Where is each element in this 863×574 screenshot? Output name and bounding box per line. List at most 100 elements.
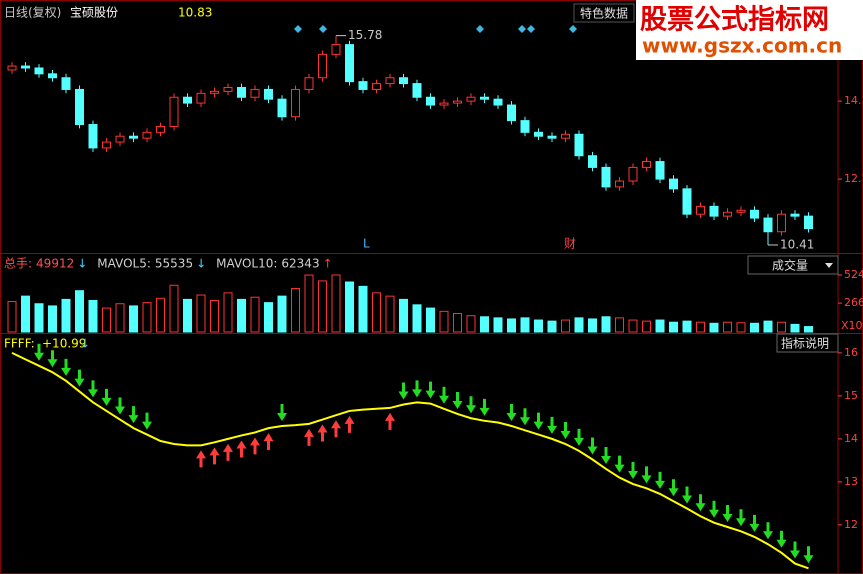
- candle-body: [709, 205, 719, 217]
- volume-unit: X100: [841, 319, 863, 332]
- price: 10.83: [178, 6, 212, 20]
- candle-body: [601, 166, 611, 188]
- candle-body: [412, 83, 422, 98]
- y-tick-label: 13: [844, 475, 858, 488]
- candle-body: [250, 88, 260, 98]
- sell-arrow: [479, 398, 490, 416]
- volume-bar: [210, 299, 219, 333]
- volume-bar: [790, 323, 800, 333]
- buy-arrow: [344, 415, 355, 433]
- volume-bar: [682, 320, 692, 333]
- candle-body: [115, 135, 125, 143]
- sell-arrow: [776, 530, 787, 548]
- indicator-help-label[interactable]: 指标说明: [781, 336, 829, 351]
- legend-label: MAVOL5:: [97, 257, 151, 271]
- candle-body: [453, 100, 462, 104]
- candle-body: [48, 73, 57, 79]
- indicator-arrow: ↓: [80, 337, 90, 351]
- legend-value: 49912: [36, 257, 74, 271]
- sell-arrow: [695, 494, 706, 512]
- sell-arrow: [128, 406, 139, 424]
- volume-bar: [399, 298, 408, 333]
- sell-arrow: [763, 522, 773, 540]
- sell-arrow: [601, 446, 611, 464]
- volume-bar: [628, 319, 638, 333]
- candle-body: [7, 65, 17, 71]
- volume-bar: [736, 322, 746, 333]
- event-icon[interactable]: [527, 25, 535, 33]
- buy-arrow: [331, 420, 341, 438]
- event-icon[interactable]: [319, 25, 327, 33]
- volume-bar: [345, 281, 354, 333]
- sell-arrow: [682, 486, 692, 504]
- y-tick-label: 16: [844, 346, 858, 359]
- legend-arrow: ↓: [196, 257, 206, 271]
- sell-arrow: [736, 509, 746, 527]
- candle-body: [264, 88, 273, 100]
- candle-body: [561, 133, 570, 139]
- marker[interactable]: 财: [564, 237, 576, 251]
- indicator-help-button[interactable]: [776, 333, 839, 353]
- sell-arrow: [74, 369, 85, 387]
- candle-body: [61, 77, 71, 90]
- sell-arrow: [547, 416, 557, 434]
- feature-button[interactable]: [573, 3, 635, 23]
- sell-arrow: [803, 546, 814, 564]
- indicator-menu-label[interactable]: 成交量: [772, 258, 808, 273]
- sell-arrow: [452, 391, 463, 409]
- low-annotation: 10.41: [780, 237, 814, 251]
- candle-body: [655, 161, 665, 180]
- volume-bar: [385, 295, 395, 333]
- volume-bar: [34, 303, 44, 333]
- dropdown-icon[interactable]: [825, 263, 833, 268]
- candle-body: [318, 53, 327, 79]
- candle-body: [777, 213, 786, 233]
- volume-bar: [480, 316, 489, 333]
- feature-label[interactable]: 特色数据: [580, 6, 628, 21]
- volume-bar: [223, 292, 233, 333]
- event-icon[interactable]: [294, 25, 302, 33]
- event-icon[interactable]: [518, 25, 526, 33]
- volume-bar: [642, 320, 651, 333]
- event-icon[interactable]: [476, 25, 484, 33]
- buy-arrow: [223, 443, 233, 461]
- volume-bar: [250, 296, 260, 333]
- marker[interactable]: L: [363, 237, 370, 251]
- candle-body: [34, 67, 44, 75]
- volume-bar: [318, 280, 327, 333]
- sell-arrow: [277, 403, 287, 421]
- volume-bar: [777, 321, 786, 333]
- volume-bar: [561, 319, 570, 333]
- volume-bar: [75, 290, 84, 333]
- buy-arrow: [385, 412, 395, 430]
- volume-bar: [588, 318, 597, 333]
- candle-body: [466, 96, 476, 102]
- volume-bar: [48, 305, 57, 333]
- sell-arrow: [142, 412, 152, 430]
- sell-arrow: [466, 396, 476, 414]
- indicator-menu[interactable]: [747, 255, 839, 275]
- volume-bar: [534, 319, 543, 333]
- volume-bar: [615, 317, 624, 333]
- sell-arrow: [88, 380, 98, 398]
- candle-body: [507, 104, 516, 122]
- candle-body: [21, 65, 30, 69]
- candle-body: [682, 188, 692, 215]
- sell-arrow: [520, 408, 530, 426]
- volume-bar: [750, 322, 759, 333]
- volume-bar: [804, 326, 813, 333]
- volume-bar: [169, 284, 179, 333]
- period: 日线(复权): [4, 6, 61, 20]
- candle-body: [183, 96, 192, 104]
- legend-label: MAVOL10:: [216, 257, 277, 271]
- volume-bar: [669, 321, 678, 333]
- event-icon[interactable]: [569, 25, 577, 33]
- candle-body: [520, 120, 530, 133]
- volume-bar: [412, 304, 422, 333]
- volume-bar: [156, 297, 165, 333]
- candle-body: [790, 213, 800, 217]
- candle-body: [588, 155, 597, 168]
